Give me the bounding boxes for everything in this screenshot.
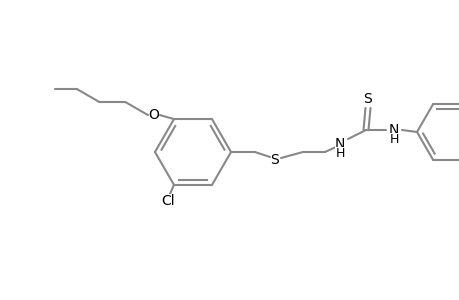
Text: H: H (388, 133, 398, 146)
Text: H: H (335, 146, 344, 160)
Text: N: N (334, 137, 344, 151)
Text: N: N (388, 123, 398, 137)
Text: O: O (148, 108, 159, 122)
Text: Cl: Cl (161, 194, 174, 208)
Text: S: S (363, 92, 372, 106)
Text: S: S (270, 153, 279, 167)
